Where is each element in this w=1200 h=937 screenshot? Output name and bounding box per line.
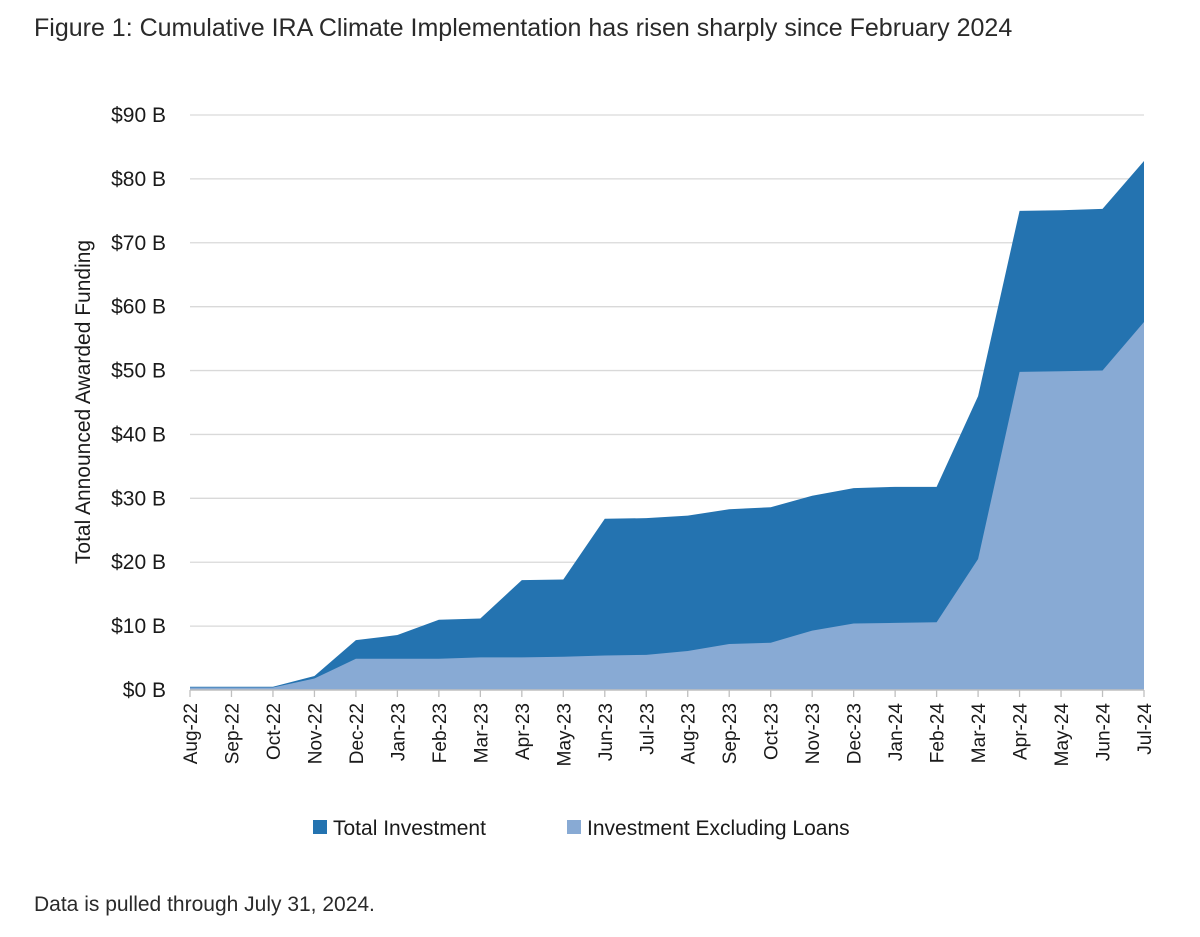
x-tick-label: Jun-23 <box>596 703 617 761</box>
x-tick-label: Sep-22 <box>222 703 243 764</box>
y-tick-label: $40 B <box>111 423 166 446</box>
y-axis-ticks: $0 B $10 B $20 B $30 B $40 B $50 B $60 B $70 B $… <box>111 104 166 702</box>
x-tick-label: Dec-22 <box>347 703 368 764</box>
x-tick-label: Nov-22 <box>305 703 326 764</box>
x-tick-label: Dec-23 <box>845 703 866 764</box>
x-tick-label: Jul-24 <box>1135 703 1156 755</box>
x-tick-label: Mar-23 <box>471 703 492 763</box>
legend-label: Total Investment <box>333 817 486 840</box>
y-axis-title: Total Announced Awarded Funding <box>72 240 95 564</box>
y-tick-label: $90 B <box>111 104 166 127</box>
x-tick-label: Nov-23 <box>803 703 824 764</box>
x-tick-label: Jun-24 <box>1094 703 1115 762</box>
x-tick-label: Jan-23 <box>388 703 409 761</box>
x-tick-label: Oct-23 <box>762 703 783 760</box>
y-tick-label: $50 B <box>111 360 166 383</box>
y-tick-label: $60 B <box>111 296 166 319</box>
x-tick-label: Feb-24 <box>928 703 949 764</box>
x-tick-label: Oct-22 <box>264 703 285 760</box>
y-tick-label: $70 B <box>111 232 166 255</box>
y-tick-label: $30 B <box>111 487 166 510</box>
series-areas <box>189 160 1145 690</box>
chart-title: Figure 1: Cumulative IRA Climate Impleme… <box>34 14 1013 42</box>
x-axis <box>189 689 1145 697</box>
x-tick-label: Mar-24 <box>969 703 990 764</box>
legend-label: Investment Excluding Loans <box>587 817 850 840</box>
legend: Total Investment Investment Excluding Loa… <box>313 817 850 840</box>
y-tick-label: $0 B <box>123 679 166 702</box>
x-tick-label: Feb-23 <box>430 703 451 763</box>
x-tick-label: Jan-24 <box>886 703 907 762</box>
y-tick-label: $10 B <box>111 615 166 638</box>
x-tick-label: May-24 <box>1052 703 1073 767</box>
x-axis-ticks: Aug-22 Sep-22 Oct-22 Nov-22 Dec-22 Jan-23 Feb-… <box>181 703 1156 767</box>
x-tick-label: Aug-23 <box>679 703 700 764</box>
area-investment-excluding-loans <box>190 322 1144 690</box>
y-tick-label: $20 B <box>111 551 166 574</box>
y-tick-label: $80 B <box>111 168 166 191</box>
x-tick-label: Apr-24 <box>1011 703 1032 760</box>
x-tick-label: Jul-23 <box>637 703 658 755</box>
x-tick-label: Aug-22 <box>181 703 202 764</box>
legend-swatch <box>313 820 327 834</box>
x-tick-label: Apr-23 <box>513 703 534 760</box>
area-total-investment <box>190 161 1144 690</box>
footnote: Data is pulled through July 31, 2024. <box>34 893 375 916</box>
x-tick-label: Sep-23 <box>720 703 741 764</box>
legend-swatch <box>567 820 581 834</box>
x-tick-label: May-23 <box>554 703 575 766</box>
